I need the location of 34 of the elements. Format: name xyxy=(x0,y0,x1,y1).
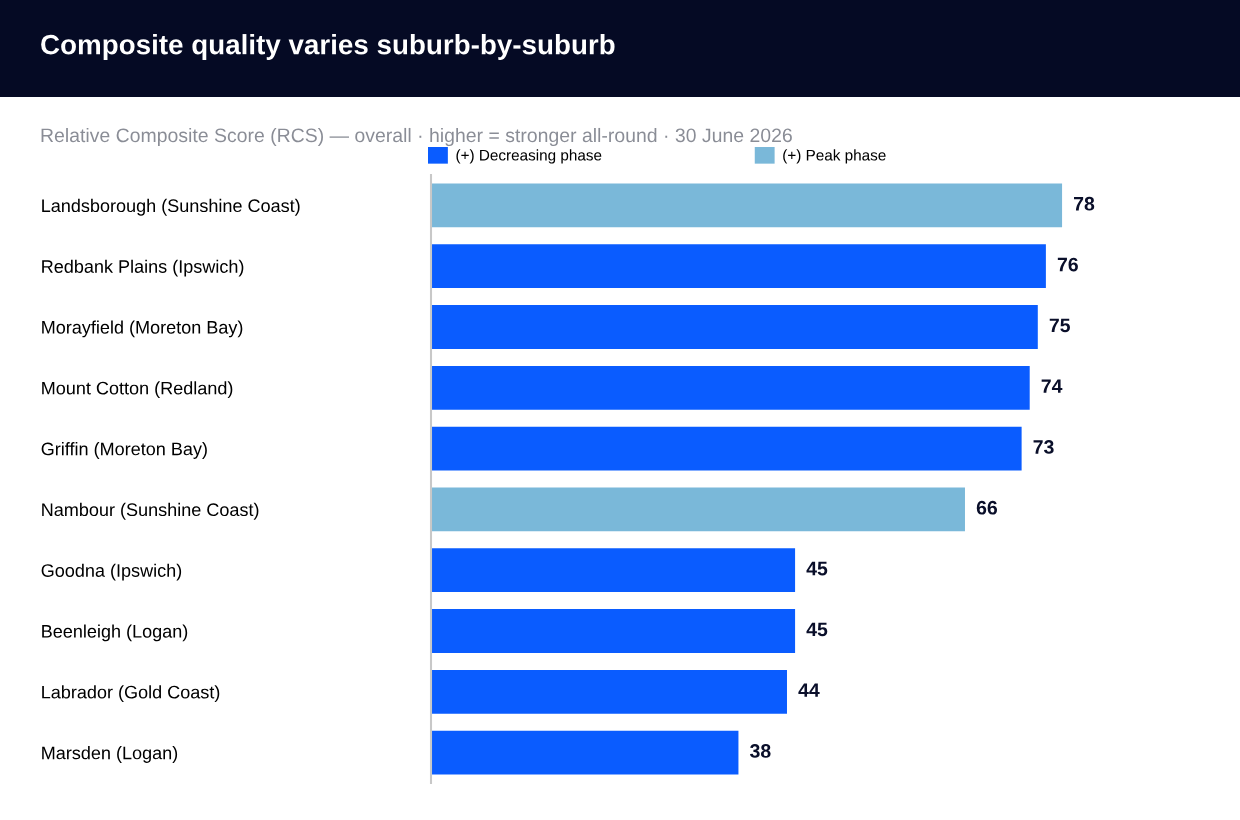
y-tick-label: Morayfield (Moreton Bay) xyxy=(42,320,243,338)
legend-label: (+) Decreasing phase xyxy=(456,149,602,164)
data-label: 45 xyxy=(806,561,828,576)
y-tick-label: Labrador (Gold Coast) xyxy=(42,685,220,703)
y-tick-label: Landsborough (Sunshine Coast) xyxy=(42,198,300,216)
y-tick-label: Griffin (Moreton Bay) xyxy=(41,442,207,459)
data-label: 38 xyxy=(750,744,771,758)
bar xyxy=(431,365,1030,410)
y-tick-label: Nambour (Sunshine Coast) xyxy=(42,502,259,520)
data-label: 73 xyxy=(1033,440,1054,454)
chart-subtitle: Relative Composite Score (RCS) — overall · higher = stronger all-round · 30 June 2026 xyxy=(41,127,792,147)
legend-label: (+) Peak phase xyxy=(783,149,886,164)
y-tick-label: Goodna (Ipswich) xyxy=(41,563,182,581)
y-tick-label: Mount Cotton (Redland) xyxy=(42,381,233,399)
data-label: 66 xyxy=(976,500,998,515)
bar xyxy=(431,426,1022,471)
data-label: 75 xyxy=(1049,318,1070,333)
y-tick-label: Beenleigh (Logan) xyxy=(42,624,188,642)
data-label: 76 xyxy=(1057,257,1078,272)
bar xyxy=(431,609,796,653)
bar xyxy=(431,487,965,532)
chart-title: Composite quality varies suburb-by-suburb xyxy=(41,34,615,60)
bar xyxy=(431,730,739,775)
bar xyxy=(431,305,1038,349)
bar xyxy=(431,244,1046,289)
data-label: 44 xyxy=(798,683,820,697)
data-label: 78 xyxy=(1074,196,1095,211)
y-tick-label: Redbank Plains (Ipswich) xyxy=(42,259,244,277)
bar xyxy=(431,548,796,593)
bar xyxy=(431,183,1063,228)
data-label: 74 xyxy=(1041,379,1063,393)
bar xyxy=(431,669,787,714)
data-label: 45 xyxy=(806,622,828,637)
y-tick-label: Marsden (Logan) xyxy=(42,746,178,763)
